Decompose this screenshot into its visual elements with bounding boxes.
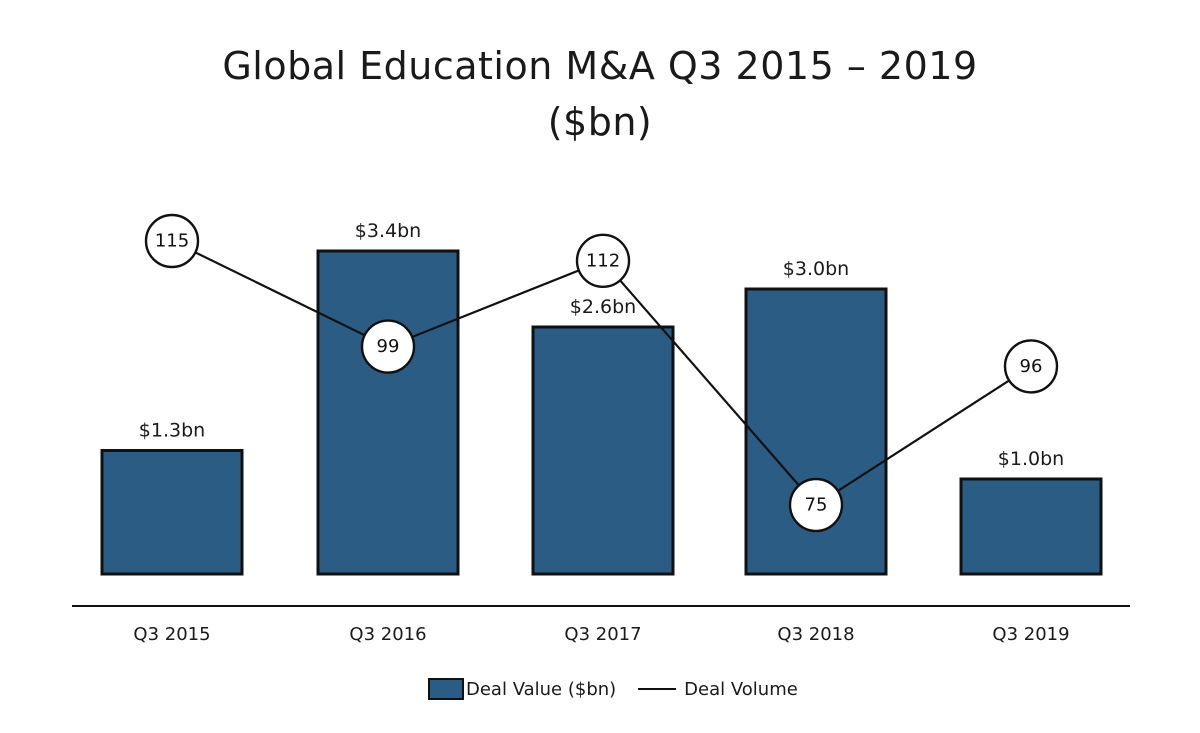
x-tick-q3-2016: Q3 2016 <box>349 624 426 645</box>
bar-label-q3-2017: $2.6bn <box>570 296 636 318</box>
x-tick-q3-2019: Q3 2019 <box>992 624 1069 645</box>
bar-q3-2019 <box>959 477 1103 576</box>
bar-label-q3-2019: $1.0bn <box>998 448 1064 470</box>
volume-label-q3-2018: 75 <box>805 495 828 516</box>
legend-label-deal-volume: Deal Volume <box>684 678 798 700</box>
volume-point-q3-2018 <box>788 477 844 533</box>
volume-point-q3-2016 <box>360 319 416 374</box>
bar-label-q3-2016: $3.4bn <box>355 220 421 242</box>
volume-label-q3-2015: 115 <box>155 231 189 252</box>
bar-q3-2017 <box>531 325 675 576</box>
bar-label-q3-2018: $3.0bn <box>783 258 849 280</box>
bar-label-q3-2015: $1.3bn <box>139 420 205 442</box>
legend-label-deal-value: Deal Value ($bn) <box>466 678 617 700</box>
bar-value-labels: $1.3bn $3.4bn $2.6bn $3.0bn $1.0bn <box>139 220 1064 470</box>
volume-label-q3-2017: 112 <box>586 250 620 271</box>
x-tick-q3-2015: Q3 2015 <box>133 624 210 645</box>
volume-point-q3-2015 <box>144 213 200 269</box>
chart-title-line-1: Global Education M&A Q3 2015 – 2019 <box>222 44 978 88</box>
x-axis-tick-labels: Q3 2015 Q3 2016 Q3 2017 Q3 2018 Q3 2019 <box>133 624 1069 645</box>
chart-title-line-2: ($bn) <box>547 100 653 144</box>
chart-title: Global Education M&A Q3 2015 – 2019 ($bn… <box>0 38 1200 150</box>
volume-label-q3-2019: 96 <box>1020 356 1043 377</box>
bar-q3-2015 <box>100 449 244 576</box>
volume-point-q3-2019 <box>1003 339 1059 394</box>
deal-volume-points: 115 99 112 75 96 <box>144 213 1059 533</box>
volume-point-q3-2017 <box>575 233 631 288</box>
x-tick-q3-2018: Q3 2018 <box>777 624 854 645</box>
bar-series <box>100 249 1103 576</box>
volume-label-q3-2016: 99 <box>377 336 400 357</box>
legend: Deal Value ($bn) Deal Volume <box>428 674 798 704</box>
legend-swatch-deal-value <box>428 678 464 700</box>
x-tick-q3-2017: Q3 2017 <box>564 624 641 645</box>
bar-q3-2016 <box>316 249 460 576</box>
legend-line-deal-volume <box>638 688 677 690</box>
